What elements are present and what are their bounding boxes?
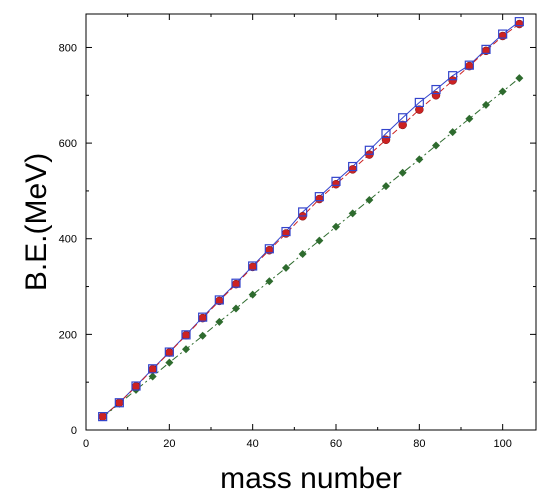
series-3-point (498, 87, 507, 96)
series-3-point (148, 372, 157, 381)
series-1-point (314, 192, 324, 202)
series-2-point (431, 91, 441, 100)
x-axis-title: mass number (220, 462, 402, 495)
series-2-point (148, 365, 157, 374)
series-3-point (232, 304, 240, 313)
series-1-point (198, 312, 208, 322)
series-1-point (131, 381, 141, 391)
series-1-point (431, 84, 441, 95)
axis-ticks: 0 20 40 60 80 100 0 200 400 600 800 (59, 14, 536, 450)
series-1-point (298, 207, 308, 217)
series-2-point (331, 179, 341, 189)
series-2-point (315, 194, 324, 204)
series-1-point (514, 17, 524, 27)
series-3-point (282, 263, 290, 272)
series-3-point (382, 182, 390, 191)
series-2-point (498, 31, 507, 41)
series-1-point (264, 244, 274, 254)
series-2-point (348, 165, 357, 174)
x-tick-label: 0 (83, 438, 89, 450)
series-3-point (182, 345, 190, 354)
series-1-point (214, 295, 224, 305)
series-3-point (315, 236, 324, 245)
series-2-point (398, 120, 407, 130)
x-tick-label: 60 (330, 438, 342, 450)
series-3-point (198, 331, 207, 340)
series-3-point (248, 290, 257, 299)
series-3-point (415, 155, 424, 164)
series-1-point (181, 330, 191, 340)
x-tick-label: 40 (247, 438, 259, 450)
series-2-point (181, 331, 191, 340)
series-3-point (465, 114, 474, 123)
series-1-point (98, 412, 108, 422)
series-1-point (248, 261, 258, 271)
series-3-point (515, 74, 524, 83)
series-2-point (165, 348, 174, 357)
series-2-point (281, 229, 291, 238)
series-3-point (298, 250, 307, 259)
series-3-point (165, 358, 174, 367)
series-line-2 (102, 23, 520, 417)
y-tick-label: 400 (59, 234, 77, 246)
y-tick-label: 200 (59, 329, 77, 341)
series-2-point (131, 382, 141, 391)
series-3-point (215, 317, 224, 326)
series-1-point (331, 176, 341, 186)
series-2-point (115, 398, 124, 407)
series-line-3 (102, 77, 520, 418)
series-1-point (364, 145, 374, 155)
series-3-point (448, 128, 457, 137)
series-3-point (348, 209, 357, 218)
series-1-point (114, 398, 124, 408)
y-tick-label: 800 (59, 42, 77, 54)
series-1-point (414, 97, 424, 108)
series-1-point (498, 29, 508, 39)
series-1-point (464, 60, 474, 70)
series-1-point (348, 161, 358, 172)
x-tick-label: 100 (493, 438, 511, 450)
series-1-point (448, 71, 458, 81)
series-1-point (281, 226, 291, 237)
series-3-point (398, 168, 407, 177)
series-2-point (515, 19, 524, 29)
series-1-point (231, 278, 241, 288)
series-1-point (148, 364, 158, 374)
series-1-point (164, 347, 174, 357)
y-tick-label: 600 (59, 138, 77, 150)
series-3-point (265, 277, 274, 286)
x-tick-label: 80 (413, 438, 425, 450)
plot-frame-group (85, 13, 537, 431)
series-2-point (415, 105, 424, 114)
plot-frame (85, 13, 537, 431)
series-1-point (381, 128, 391, 139)
x-tick-label: 20 (163, 438, 175, 450)
series-1-point (481, 44, 491, 54)
y-axis-title: B.E.(MeV) (20, 153, 53, 291)
series-3-point (482, 100, 490, 109)
series-2-point (98, 412, 107, 421)
series-3-point (432, 141, 440, 150)
series-3-point (332, 222, 340, 231)
series-3-point (365, 196, 374, 205)
series-marks (98, 17, 524, 422)
y-tick-label: 0 (71, 425, 77, 437)
series-2-point (448, 76, 457, 85)
series-1-point (398, 113, 408, 123)
